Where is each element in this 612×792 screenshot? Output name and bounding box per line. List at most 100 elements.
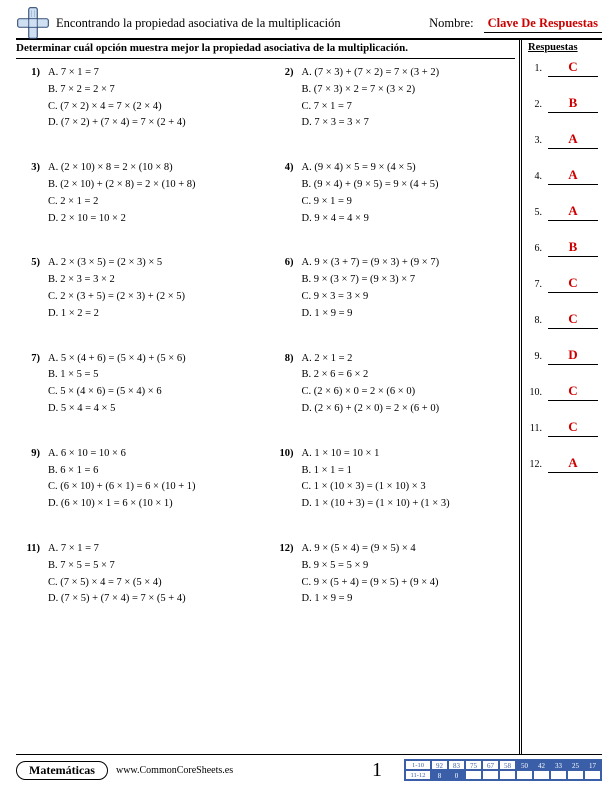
answer-number: 1. [528, 63, 542, 74]
question: 1)A. 7 × 1 = 7B. 7 × 2 = 2 × 7C. (7 × 2)… [22, 65, 258, 132]
score-cell [550, 770, 567, 780]
answer-value: B [548, 239, 598, 257]
answer-row: 2. B [528, 95, 598, 113]
score-cell [516, 770, 533, 780]
score-cell: 0 [448, 770, 465, 780]
option-line: B. (9 × 4) + (9 × 5) = 9 × (4 + 5) [302, 177, 439, 194]
option-line: D. (2 × 6) + (2 × 0) = 2 × (6 + 0) [302, 401, 440, 418]
answer-row: 8.C [528, 311, 598, 329]
answer-number: 10. [528, 387, 542, 398]
option-line: B. 2 × 6 = 6 × 2 [302, 367, 440, 384]
option-line: B. (2 × 10) + (2 × 8) = 2 × (10 + 8) [48, 177, 196, 194]
answer-row: 11. C [528, 419, 598, 437]
score-grid: 1-109283756758504233251711-1280 [404, 759, 602, 781]
option-line: D. 1 × 9 = 9 [302, 306, 440, 323]
option-line: B. 7 × 2 = 2 × 7 [48, 82, 186, 99]
question-options: A. (9 × 4) × 5 = 9 × (4 × 5)B. (9 × 4) +… [302, 160, 439, 227]
option-line: C. 5 × (4 × 6) = (5 × 4) × 6 [48, 384, 186, 401]
question-options: A. 9 × (5 × 4) = (9 × 5) × 4B. 9 × 5 = 5… [302, 541, 439, 608]
question: 8) A. 2 × 1 = 2B. 2 × 6 = 6 × 2C. (2 × 6)… [276, 351, 512, 418]
question-options: A. (2 × 10) × 8 = 2 × (10 × 8)B. (2 × 10… [48, 160, 196, 227]
answer-row: 10. C [528, 383, 598, 401]
answer-number: 12. [528, 459, 542, 470]
question: 2)A. (7 × 3) + (7 × 2) = 7 × (3 + 2)B. (… [276, 65, 512, 132]
score-cell: 92 [431, 760, 448, 770]
option-line: B. 9 × 5 = 5 × 9 [302, 558, 439, 575]
question-number: 2) [276, 65, 294, 132]
question-options: A. 9 × (3 + 7) = (9 × 3) + (9 × 7)B. 9 ×… [302, 255, 440, 322]
question-number: 1) [22, 65, 40, 132]
answer-row: 5.A [528, 203, 598, 221]
answer-value: C [548, 275, 598, 293]
question-options: A. 1 × 10 = 10 × 1B. 1 × 1 = 1C. 1 × (10… [302, 446, 450, 513]
option-line: B. 1 × 1 = 1 [302, 463, 450, 480]
option-line: B. 6 × 1 = 6 [48, 463, 196, 480]
option-line: C. 9 × (5 + 4) = (9 × 5) + (9 × 4) [302, 575, 439, 592]
question: 12)A. 9 × (5 × 4) = (9 × 5) × 4B. 9 × 5 … [276, 541, 512, 608]
score-cell: 33 [550, 760, 567, 770]
score-cell: 8 [431, 770, 448, 780]
answer-value: A [548, 455, 598, 473]
answer-number: 4. [528, 171, 542, 182]
option-line: B. 1 × 5 = 5 [48, 367, 186, 384]
answer-row: 12. A [528, 455, 598, 473]
option-line: C. 2 × (3 + 5) = (2 × 3) + (2 × 5) [48, 289, 185, 306]
page-number: 1 [372, 759, 382, 782]
question-number: 3) [22, 160, 40, 227]
score-cell: 50 [516, 760, 533, 770]
answer-number: 5. [528, 207, 542, 218]
option-line: A. (7 × 3) + (7 × 2) = 7 × (3 + 2) [302, 65, 440, 82]
question-number: 4) [276, 160, 294, 227]
score-cell: 83 [448, 760, 465, 770]
answer-value: C [548, 59, 598, 77]
score-cell: 58 [499, 760, 516, 770]
instruction-text: Determinar cuál opción muestra mejor la … [16, 40, 515, 59]
question: 4)A. (9 × 4) × 5 = 9 × (4 × 5)B. (9 × 4)… [276, 160, 512, 227]
answer-number: 6. [528, 243, 542, 254]
answer-row: 9. D [528, 347, 598, 365]
answer-number: 8. [528, 315, 542, 326]
question-number: 11) [22, 541, 40, 608]
option-line: D. (7 × 2) + (7 × 4) = 7 × (2 + 4) [48, 115, 186, 132]
option-line: A. 5 × (4 + 6) = (5 × 4) + (5 × 6) [48, 351, 186, 368]
option-line: D. 9 × 4 = 4 × 9 [302, 211, 439, 228]
question-options: A. (7 × 3) + (7 × 2) = 7 × (3 + 2)B. (7 … [302, 65, 440, 132]
answer-row: 7. C [528, 275, 598, 293]
option-line: D. (6 × 10) × 1 = 6 × (10 × 1) [48, 496, 196, 513]
option-line: C. 9 × 1 = 9 [302, 194, 439, 211]
option-line: A. 2 × (3 × 5) = (2 × 3) × 5 [48, 255, 185, 272]
score-cell [567, 770, 584, 780]
option-line: A. 9 × (3 + 7) = (9 × 3) + (9 × 7) [302, 255, 440, 272]
answer-value: C [548, 419, 598, 437]
answer-value: B [548, 95, 598, 113]
option-line: A. (2 × 10) × 8 = 2 × (10 × 8) [48, 160, 196, 177]
option-line: C. 2 × 1 = 2 [48, 194, 196, 211]
answer-value: D [548, 347, 598, 365]
answer-row: 6. B [528, 239, 598, 257]
source-url: www.CommonCoreSheets.es [116, 765, 233, 776]
question-options: A. 5 × (4 + 6) = (5 × 4) + (5 × 6)B. 1 ×… [48, 351, 186, 418]
answer-number: 2. [528, 99, 542, 110]
option-line: A. 2 × 1 = 2 [302, 351, 440, 368]
answer-number: 11. [528, 423, 542, 434]
answer-number: 3. [528, 135, 542, 146]
option-line: D. 1 × 9 = 9 [302, 591, 439, 608]
question: 6)A. 9 × (3 + 7) = (9 × 3) + (9 × 7)B. 9… [276, 255, 512, 322]
question-number: 8) [276, 351, 294, 418]
option-line: A. 7 × 1 = 7 [48, 65, 186, 82]
question: 7)A. 5 × (4 + 6) = (5 × 4) + (5 × 6)B. 1… [22, 351, 258, 418]
answer-number: 7. [528, 279, 542, 290]
score-cell [482, 770, 499, 780]
option-line: A. 9 × (5 × 4) = (9 × 5) × 4 [302, 541, 439, 558]
question-options: A. 2 × (3 × 5) = (2 × 3) × 5B. 2 × 3 = 3… [48, 255, 185, 322]
answer-value: C [548, 383, 598, 401]
option-line: C. (2 × 6) × 0 = 2 × (6 × 0) [302, 384, 440, 401]
score-cell: 25 [567, 760, 584, 770]
answer-number: 9. [528, 351, 542, 362]
option-line: C. (7 × 5) × 4 = 7 × (5 × 4) [48, 575, 186, 592]
option-line: C. (6 × 10) + (6 × 1) = 6 × (10 + 1) [48, 479, 196, 496]
answer-key-label: Clave De Respuestas [484, 16, 602, 33]
question-number: 5) [22, 255, 40, 322]
footer: Matemáticas www.CommonCoreSheets.es 1 1-… [16, 754, 602, 782]
question-options: A. 7 × 1 = 7B. 7 × 2 = 2 × 7C. (7 × 2) ×… [48, 65, 186, 132]
